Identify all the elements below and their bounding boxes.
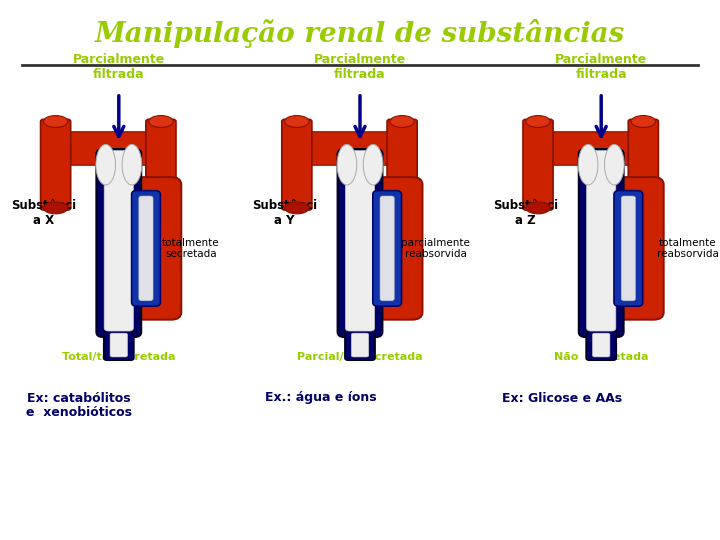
FancyBboxPatch shape — [523, 119, 553, 210]
Ellipse shape — [284, 116, 309, 127]
FancyBboxPatch shape — [380, 196, 395, 301]
FancyBboxPatch shape — [579, 149, 624, 337]
Text: Substânci
a Z: Substânci a Z — [493, 199, 558, 227]
Text: Parcialmente
filtrada: Parcialmente filtrada — [555, 53, 647, 81]
FancyBboxPatch shape — [351, 333, 369, 357]
FancyBboxPatch shape — [139, 196, 153, 301]
Text: Total/te excretada: Total/te excretada — [62, 352, 176, 362]
Ellipse shape — [526, 202, 550, 214]
Text: Ex: Glicose e AAs: Ex: Glicose e AAs — [502, 392, 621, 404]
Text: Urine: Urine — [588, 306, 615, 316]
FancyBboxPatch shape — [119, 177, 181, 320]
Text: Parcialmente
filtrada: Parcialmente filtrada — [314, 53, 406, 81]
FancyBboxPatch shape — [586, 330, 616, 360]
Text: Urine: Urine — [105, 306, 132, 316]
FancyBboxPatch shape — [601, 177, 664, 320]
Text: Manipulação renal de substâncias: Manipulação renal de substâncias — [95, 19, 625, 48]
FancyBboxPatch shape — [629, 119, 658, 224]
Text: Substânci
a Y: Substânci a Y — [252, 199, 317, 227]
Ellipse shape — [337, 145, 356, 185]
Text: Ex.: água e íons: Ex.: água e íons — [264, 392, 377, 404]
Ellipse shape — [605, 145, 624, 185]
FancyBboxPatch shape — [338, 149, 382, 337]
Ellipse shape — [43, 202, 68, 214]
Ellipse shape — [390, 116, 414, 127]
FancyBboxPatch shape — [373, 191, 402, 306]
Text: totalmente
secretada: totalmente secretada — [162, 238, 220, 259]
FancyBboxPatch shape — [346, 151, 374, 331]
FancyBboxPatch shape — [104, 151, 133, 331]
Text: Urine: Urine — [346, 306, 374, 316]
FancyBboxPatch shape — [614, 191, 643, 306]
FancyBboxPatch shape — [54, 132, 162, 165]
Text: Não  excretada: Não excretada — [554, 352, 649, 362]
FancyBboxPatch shape — [387, 119, 417, 224]
FancyBboxPatch shape — [40, 119, 71, 210]
Ellipse shape — [96, 145, 115, 185]
FancyBboxPatch shape — [295, 132, 403, 165]
Ellipse shape — [578, 145, 598, 185]
Ellipse shape — [364, 145, 383, 185]
FancyBboxPatch shape — [96, 149, 141, 337]
FancyBboxPatch shape — [104, 330, 134, 360]
FancyBboxPatch shape — [282, 119, 312, 210]
Ellipse shape — [122, 145, 142, 185]
Text: parcialmente
reabsorvida: parcialmente reabsorvida — [401, 238, 470, 259]
Text: totalmente
reabsorvida: totalmente reabsorvida — [657, 238, 719, 259]
Text: Parcial/te excretada: Parcial/te excretada — [297, 352, 423, 362]
Ellipse shape — [631, 116, 655, 127]
Ellipse shape — [43, 116, 68, 127]
Ellipse shape — [284, 202, 309, 214]
Ellipse shape — [149, 116, 173, 127]
Text: Ex: catabólitos
e  xenobióticos: Ex: catabólitos e xenobióticos — [26, 392, 132, 420]
FancyBboxPatch shape — [360, 177, 423, 320]
FancyBboxPatch shape — [345, 330, 375, 360]
FancyBboxPatch shape — [132, 191, 161, 306]
FancyBboxPatch shape — [587, 151, 616, 331]
FancyBboxPatch shape — [593, 333, 610, 357]
FancyBboxPatch shape — [146, 119, 176, 224]
Text: Parcialmente
filtrada: Parcialmente filtrada — [73, 53, 165, 81]
Text: Substânci
a X: Substânci a X — [11, 199, 76, 227]
FancyBboxPatch shape — [536, 132, 645, 165]
Ellipse shape — [526, 116, 550, 127]
FancyBboxPatch shape — [621, 196, 636, 301]
FancyBboxPatch shape — [110, 333, 127, 357]
